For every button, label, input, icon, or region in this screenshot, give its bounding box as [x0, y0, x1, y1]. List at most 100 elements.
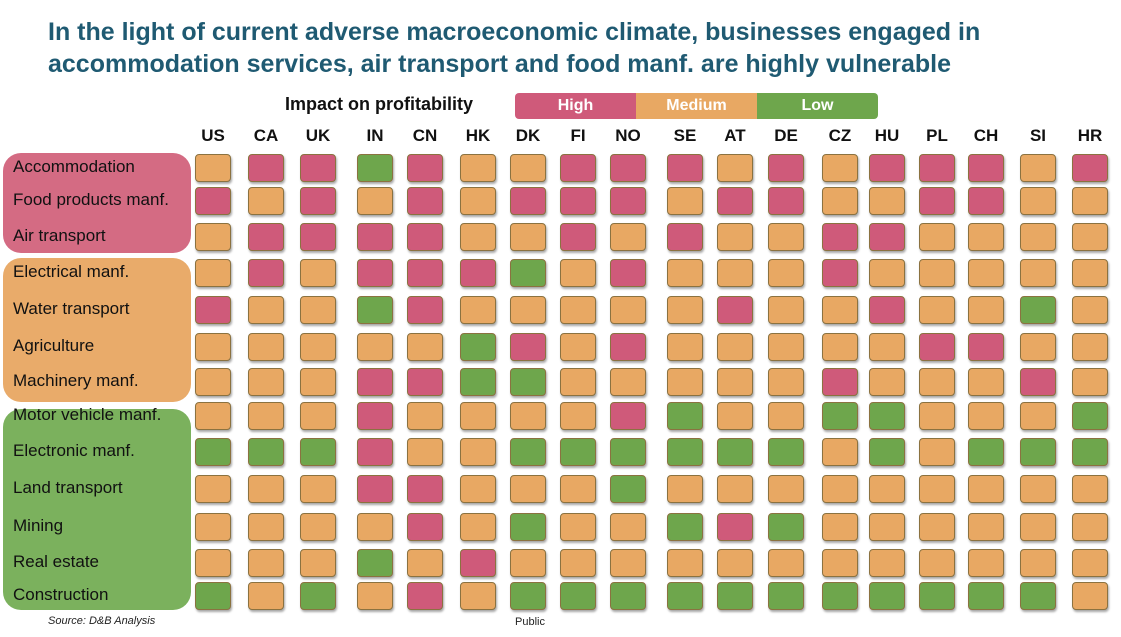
cell-land-transport-de: [768, 475, 804, 503]
cell-food-products-manf-no: [610, 187, 646, 215]
cell-construction-hr: [1072, 582, 1108, 610]
cell-air-transport-de: [768, 223, 804, 251]
source-note: Source: D&B Analysis: [48, 615, 156, 627]
column-label-fi: FI: [570, 126, 586, 145]
cell-water-transport-si: [1020, 296, 1056, 324]
cell-land-transport-hr: [1072, 475, 1108, 503]
column-label-no: NO: [615, 126, 641, 145]
cell-water-transport-us: [195, 296, 231, 324]
group-high: [3, 153, 191, 253]
row-label-electrical-manf: Electrical manf.: [13, 262, 130, 281]
column-label-ch: CH: [973, 126, 999, 145]
cell-air-transport-hu: [869, 223, 905, 251]
cell-motor-vehicle-manf-uk: [300, 402, 336, 430]
cell-air-transport-ca: [248, 223, 284, 251]
cell-food-products-manf-cz: [822, 187, 858, 215]
legend-title: Impact on profitability: [285, 94, 474, 114]
cell-land-transport-se: [667, 475, 703, 503]
cell-agriculture-de: [768, 333, 804, 361]
cell-mining-ch: [968, 513, 1004, 541]
cell-agriculture-ca: [248, 333, 284, 361]
row-label-mining: Mining: [13, 516, 64, 535]
cell-real-estate-dk: [510, 549, 546, 577]
cell-electronic-manf-cz: [822, 438, 858, 466]
cell-real-estate-ca: [248, 549, 284, 577]
cell-machinery-manf-hk: [460, 368, 496, 396]
cell-motor-vehicle-manf-in: [357, 402, 393, 430]
cell-real-estate-hr: [1072, 549, 1108, 577]
cell-accommodation-no: [610, 154, 646, 182]
cell-water-transport-at: [717, 296, 753, 324]
public-label: Public: [515, 616, 545, 628]
column-label-si: SI: [1029, 126, 1047, 145]
cell-real-estate-in: [357, 549, 393, 577]
cell-motor-vehicle-manf-no: [610, 402, 646, 430]
cell-real-estate-hk: [460, 549, 496, 577]
cell-water-transport-ch: [968, 296, 1004, 324]
row-label-motor-vehicle-manf: Motor vehicle manf.: [13, 405, 162, 424]
cell-construction-dk: [510, 582, 546, 610]
cell-machinery-manf-hu: [869, 368, 905, 396]
cell-land-transport-ch: [968, 475, 1004, 503]
cell-electronic-manf-ch: [968, 438, 1004, 466]
cell-electronic-manf-at: [717, 438, 753, 466]
cell-air-transport-in: [357, 223, 393, 251]
cell-machinery-manf-dk: [510, 368, 546, 396]
cell-accommodation-cn: [407, 154, 443, 182]
cell-accommodation-fi: [560, 154, 596, 182]
cell-real-estate-at: [717, 549, 753, 577]
cell-land-transport-uk: [300, 475, 336, 503]
cell-accommodation-uk: [300, 154, 336, 182]
cell-accommodation-at: [717, 154, 753, 182]
cell-agriculture-hu: [869, 333, 905, 361]
cell-air-transport-si: [1020, 223, 1056, 251]
cell-accommodation-hk: [460, 154, 496, 182]
column-label-cn: CN: [412, 126, 438, 145]
cell-mining-se: [667, 513, 703, 541]
cell-land-transport-fi: [560, 475, 596, 503]
cell-accommodation-si: [1020, 154, 1056, 182]
cell-electronic-manf-cn: [407, 438, 443, 466]
cell-electrical-manf-uk: [300, 259, 336, 287]
cell-machinery-manf-de: [768, 368, 804, 396]
cell-construction-in: [357, 582, 393, 610]
cell-construction-hk: [460, 582, 496, 610]
cell-electrical-manf-dk: [510, 259, 546, 287]
column-label-cz: CZ: [828, 126, 852, 145]
cell-real-estate-cz: [822, 549, 858, 577]
cell-mining-uk: [300, 513, 336, 541]
cell-agriculture-pl: [919, 333, 955, 361]
cell-food-products-manf-cn: [407, 187, 443, 215]
cell-construction-at: [717, 582, 753, 610]
cell-machinery-manf-fi: [560, 368, 596, 396]
legend-low: Low: [757, 93, 878, 119]
cell-accommodation-se: [667, 154, 703, 182]
cell-real-estate-de: [768, 549, 804, 577]
cell-machinery-manf-ca: [248, 368, 284, 396]
cell-electrical-manf-at: [717, 259, 753, 287]
cell-food-products-manf-hr: [1072, 187, 1108, 215]
cell-air-transport-no: [610, 223, 646, 251]
cell-food-products-manf-us: [195, 187, 231, 215]
cell-agriculture-in: [357, 333, 393, 361]
cell-real-estate-us: [195, 549, 231, 577]
cell-real-estate-si: [1020, 549, 1056, 577]
cell-electrical-manf-cn: [407, 259, 443, 287]
cell-air-transport-hk: [460, 223, 496, 251]
cell-agriculture-dk: [510, 333, 546, 361]
cell-air-transport-dk: [510, 223, 546, 251]
row-label-food-products-manf: Food products manf.: [13, 190, 169, 209]
cell-water-transport-pl: [919, 296, 955, 324]
cell-motor-vehicle-manf-ch: [968, 402, 1004, 430]
cell-mining-ca: [248, 513, 284, 541]
group-low: [3, 409, 191, 610]
cell-food-products-manf-uk: [300, 187, 336, 215]
cell-electrical-manf-fi: [560, 259, 596, 287]
cell-motor-vehicle-manf-si: [1020, 402, 1056, 430]
cell-mining-hk: [460, 513, 496, 541]
cell-electrical-manf-pl: [919, 259, 955, 287]
cell-food-products-manf-de: [768, 187, 804, 215]
cell-machinery-manf-hr: [1072, 368, 1108, 396]
cell-food-products-manf-in: [357, 187, 393, 215]
cell-accommodation-hr: [1072, 154, 1108, 182]
